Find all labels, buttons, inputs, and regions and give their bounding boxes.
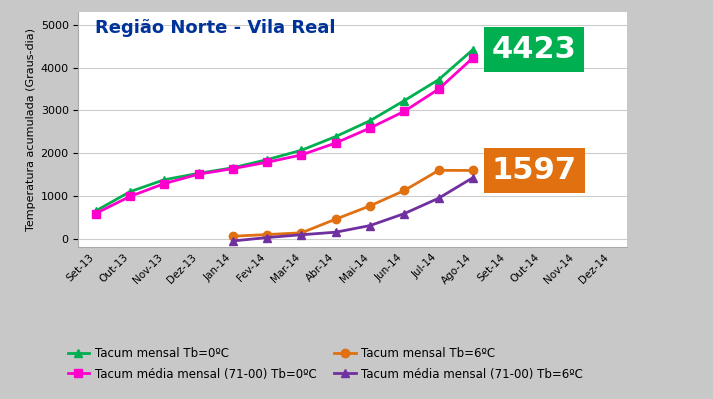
Tacum média mensal (71-00) Tb=0ºC bbox=[91, 211, 100, 216]
Tacum média mensal (71-00) Tb=0ºC bbox=[229, 166, 237, 171]
Tacum mensal Tb=0ºC bbox=[468, 47, 477, 52]
Tacum mensal Tb=6ºC bbox=[229, 234, 237, 239]
Legend: Tacum mensal Tb=0ºC, Tacum média mensal (71-00) Tb=0ºC, Tacum mensal Tb=6ºC, Tac: Tacum mensal Tb=0ºC, Tacum média mensal … bbox=[63, 343, 588, 385]
Tacum média mensal (71-00) Tb=0ºC bbox=[434, 87, 443, 91]
Tacum mensal Tb=0ºC bbox=[91, 209, 100, 213]
Tacum mensal Tb=0ºC bbox=[125, 190, 134, 194]
Tacum média mensal (71-00) Tb=0ºC bbox=[160, 181, 168, 186]
Tacum mensal Tb=6ºC bbox=[400, 188, 409, 193]
Tacum média mensal (71-00) Tb=6ºC bbox=[434, 196, 443, 201]
Tacum média mensal (71-00) Tb=6ºC bbox=[366, 223, 374, 228]
Line: Tacum mensal Tb=0ºC: Tacum mensal Tb=0ºC bbox=[91, 45, 477, 215]
Tacum mensal Tb=6ºC bbox=[332, 217, 340, 221]
Tacum média mensal (71-00) Tb=0ºC bbox=[400, 109, 409, 114]
Tacum mensal Tb=0ºC bbox=[332, 134, 340, 139]
Tacum média mensal (71-00) Tb=6ºC bbox=[263, 235, 272, 240]
Text: Região Norte - Vila Real: Região Norte - Vila Real bbox=[95, 19, 335, 37]
Tacum mensal Tb=0ºC bbox=[194, 171, 202, 176]
Tacum mensal Tb=0ºC bbox=[434, 77, 443, 82]
Tacum média mensal (71-00) Tb=0ºC bbox=[297, 152, 306, 157]
Tacum mensal Tb=6ºC bbox=[366, 203, 374, 208]
Tacum média mensal (71-00) Tb=0ºC bbox=[366, 126, 374, 130]
Tacum média mensal (71-00) Tb=0ºC bbox=[468, 55, 477, 60]
Tacum mensal Tb=6ºC bbox=[263, 232, 272, 237]
Line: Tacum média mensal (71-00) Tb=6ºC: Tacum média mensal (71-00) Tb=6ºC bbox=[229, 174, 477, 245]
Tacum mensal Tb=0ºC bbox=[263, 157, 272, 162]
Tacum mensal Tb=6ºC bbox=[468, 168, 477, 173]
Line: Tacum média mensal (71-00) Tb=0ºC: Tacum média mensal (71-00) Tb=0ºC bbox=[91, 53, 477, 218]
Tacum média mensal (71-00) Tb=6ºC bbox=[229, 239, 237, 243]
Tacum mensal Tb=6ºC bbox=[297, 231, 306, 235]
Tacum média mensal (71-00) Tb=6ºC bbox=[297, 232, 306, 237]
Tacum média mensal (71-00) Tb=6ºC bbox=[332, 230, 340, 235]
Text: 1597: 1597 bbox=[492, 156, 577, 185]
Tacum média mensal (71-00) Tb=0ºC bbox=[125, 194, 134, 199]
Tacum média mensal (71-00) Tb=6ºC bbox=[468, 175, 477, 180]
Text: 4423: 4423 bbox=[492, 35, 577, 64]
Tacum mensal Tb=6ºC bbox=[434, 168, 443, 173]
Tacum média mensal (71-00) Tb=0ºC bbox=[194, 172, 202, 177]
Tacum mensal Tb=0ºC bbox=[366, 118, 374, 123]
Tacum mensal Tb=0ºC bbox=[297, 148, 306, 152]
Tacum média mensal (71-00) Tb=0ºC bbox=[332, 140, 340, 145]
Y-axis label: Temperatura acumulada (Graus-dia): Temperatura acumulada (Graus-dia) bbox=[26, 28, 36, 231]
Tacum mensal Tb=0ºC bbox=[229, 165, 237, 170]
Tacum mensal Tb=0ºC bbox=[400, 98, 409, 103]
Tacum média mensal (71-00) Tb=0ºC bbox=[263, 160, 272, 165]
Tacum mensal Tb=0ºC bbox=[160, 178, 168, 182]
Tacum média mensal (71-00) Tb=6ºC bbox=[400, 211, 409, 216]
Line: Tacum mensal Tb=6ºC: Tacum mensal Tb=6ºC bbox=[229, 166, 477, 241]
